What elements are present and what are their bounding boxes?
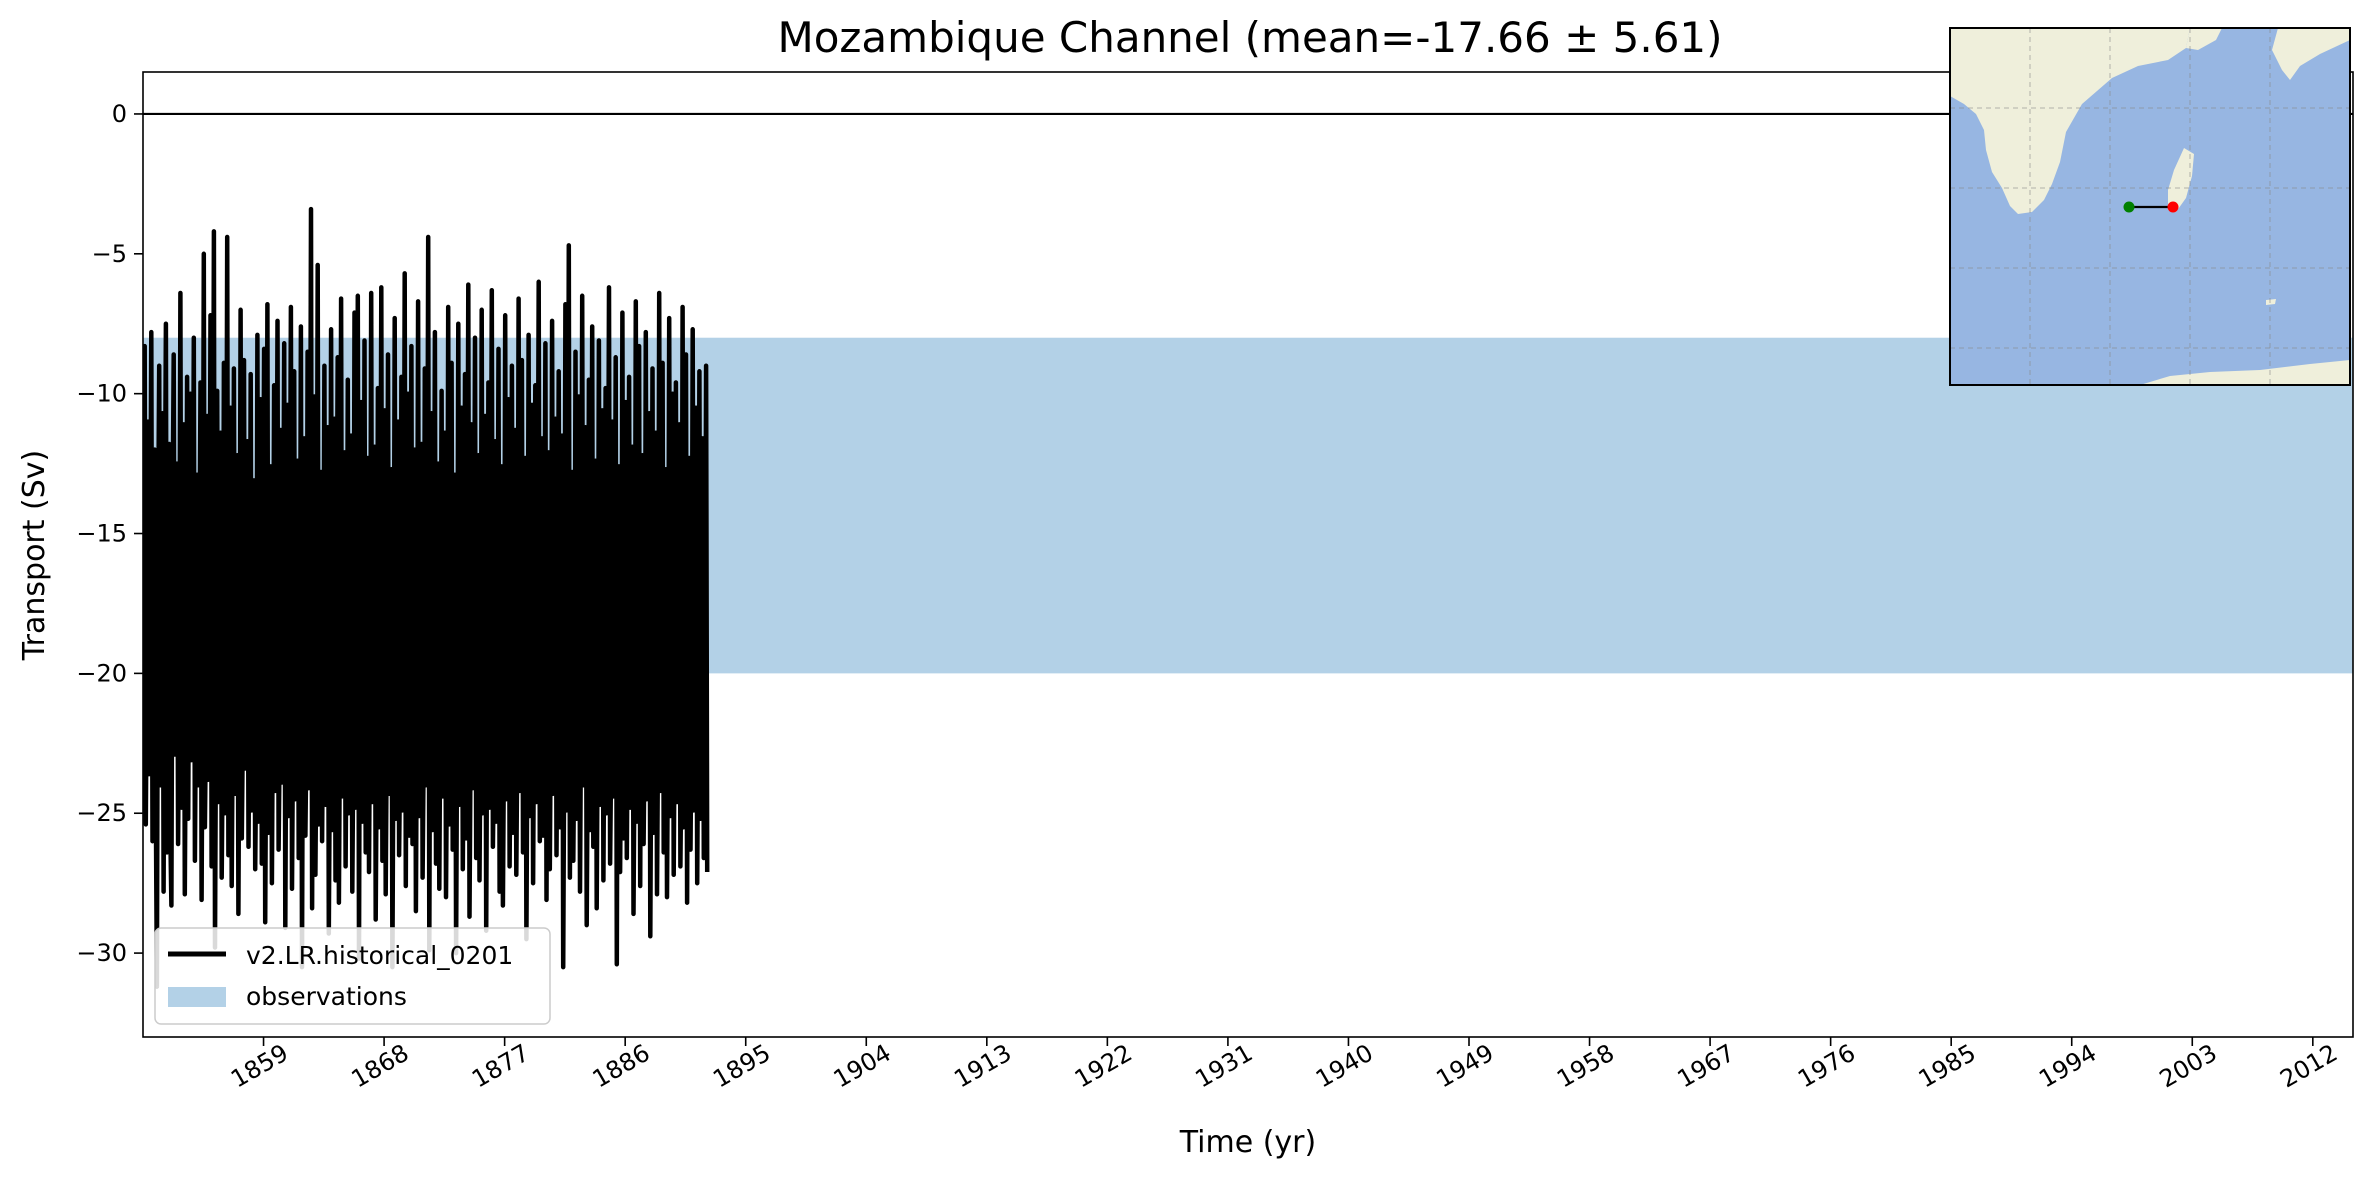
inset-map-frame — [1949, 27, 2351, 386]
y-tick-label: −15 — [76, 520, 127, 548]
y-tick-label: −20 — [76, 659, 127, 687]
y-tick-label: −25 — [76, 799, 127, 827]
y-tick-label: −5 — [92, 240, 127, 268]
plot-frame — [142, 71, 2354, 1038]
y-axis-ticks: 0 −5 −10 −15 −20 −25 −30 — [76, 100, 143, 967]
map-section-start-point — [2123, 201, 2135, 213]
series-layer — [143, 206, 710, 989]
legend-label-observations: observations — [246, 982, 407, 1011]
y-tick-label: −10 — [76, 380, 127, 408]
map-land-antarctica — [2140, 360, 2350, 385]
map-land-madagascar — [2168, 148, 2194, 212]
legend: v2.LR.historical_0201 observations — [154, 927, 551, 1025]
y-tick-label: 0 — [112, 100, 127, 128]
y-tick-label: −30 — [76, 939, 127, 967]
map-land-africa-coast-north — [2186, 28, 2222, 50]
legend-label-series: v2.LR.historical_0201 — [246, 941, 513, 970]
map-section-end-point — [2167, 201, 2179, 213]
map-gridlines — [1950, 28, 2350, 385]
chart-title: Mozambique Channel (mean=-17.66 ± 5.61) — [777, 13, 1722, 62]
legend-frame — [154, 927, 551, 1025]
map-land-arabia — [2272, 28, 2350, 80]
series-line-0 — [143, 206, 710, 989]
inset-map — [1950, 28, 2350, 385]
legend-observations-swatch — [168, 987, 226, 1007]
y-axis-label: Transport (Sv) — [17, 450, 52, 662]
x-axis-label: Time (yr) — [1179, 1125, 1316, 1160]
map-land-island — [2266, 299, 2276, 305]
map-land-africa — [1950, 28, 2190, 214]
